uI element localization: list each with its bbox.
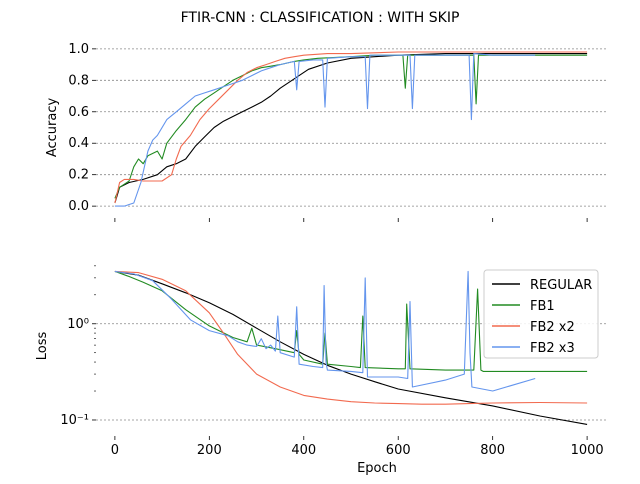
x-tick-label: 0 <box>111 443 119 458</box>
y-tick-label: 0.6 <box>68 105 89 120</box>
x-tick-label: 200 <box>197 443 222 458</box>
legend-box <box>483 269 599 359</box>
series-line-fb2-x3 <box>114 270 536 392</box>
y-tick-label: 10⁰ <box>67 317 89 332</box>
series-line-fb2-x2 <box>114 270 588 405</box>
legend-label: REGULAR <box>530 278 592 293</box>
x-tick-label: 1000 <box>571 443 604 458</box>
legend-label: FB2 x3 <box>530 341 575 356</box>
y-axis-label: Accuracy <box>45 98 60 158</box>
y-tick-label: 1.0 <box>68 42 89 57</box>
x-axis-label: Epoch <box>357 461 397 476</box>
y-tick-label: 0.8 <box>68 73 89 88</box>
legend: REGULAR FB1 FB2 x2 FB2 x3 <box>483 269 599 359</box>
chart-title: FTIR-CNN : CLASSIFICATION : WITH SKIP <box>181 10 460 26</box>
loss-axes: 10⁻¹ 10⁰ 0 200 400 600 800 1000 Loss Epoch <box>35 265 606 476</box>
legend-label: FB2 x2 <box>530 320 575 335</box>
series-line-fb1 <box>114 54 588 199</box>
x-tick-label: 800 <box>480 443 505 458</box>
y-axis-label: Loss <box>35 332 50 361</box>
y-tick-label: 0.2 <box>68 168 89 183</box>
series-line-fb2-x2 <box>114 51 588 204</box>
x-tick-label: 600 <box>386 443 411 458</box>
y-tick-label: 0.4 <box>68 136 89 151</box>
series-line-fb2-x3 <box>114 53 536 207</box>
series-line-regular <box>114 270 588 425</box>
series-line-regular <box>114 53 588 204</box>
legend-label: FB1 <box>530 299 555 314</box>
y-tick-label: 0.0 <box>68 199 89 214</box>
accuracy-axes: 0.0 0.2 0.4 0.6 0.8 1.0 Accuracy <box>45 42 606 222</box>
x-tick-label: 400 <box>291 443 316 458</box>
y-tick-label: 10⁻¹ <box>60 413 89 428</box>
